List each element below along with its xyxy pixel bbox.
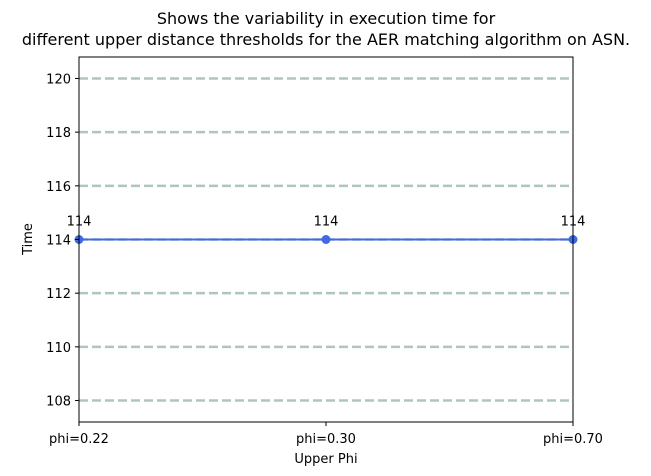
- chart-title-line-1: Shows the variability in execution time …: [157, 9, 496, 28]
- y-tick-label: 110: [46, 341, 71, 356]
- x-tick-label: phi=0.30: [296, 432, 356, 447]
- data-point: [321, 235, 331, 244]
- y-tick-label: 112: [46, 287, 71, 302]
- y-tick-label: 108: [46, 395, 71, 410]
- series-group: 114 114 114: [67, 215, 585, 244]
- x-tick-label: phi=0.70: [543, 432, 603, 447]
- x-tick-label: phi=0.22: [49, 432, 109, 447]
- x-axis-ticks: phi=0.22 phi=0.30 phi=0.70: [49, 422, 603, 447]
- chart-title-line-2: different upper distance thresholds for …: [22, 30, 630, 49]
- y-tick-label: 116: [46, 180, 71, 195]
- y-tick-label: 114: [46, 234, 71, 249]
- y-axis-ticks: 108 110 112 114 116 118 120: [46, 72, 79, 410]
- plot-frame: [78, 56, 574, 423]
- y-axis-label: Time: [21, 223, 36, 256]
- y-tick-label: 118: [46, 126, 71, 141]
- data-label: 114: [314, 215, 339, 230]
- x-axis-label: Upper Phi: [294, 452, 357, 467]
- y-tick-label: 120: [46, 72, 71, 87]
